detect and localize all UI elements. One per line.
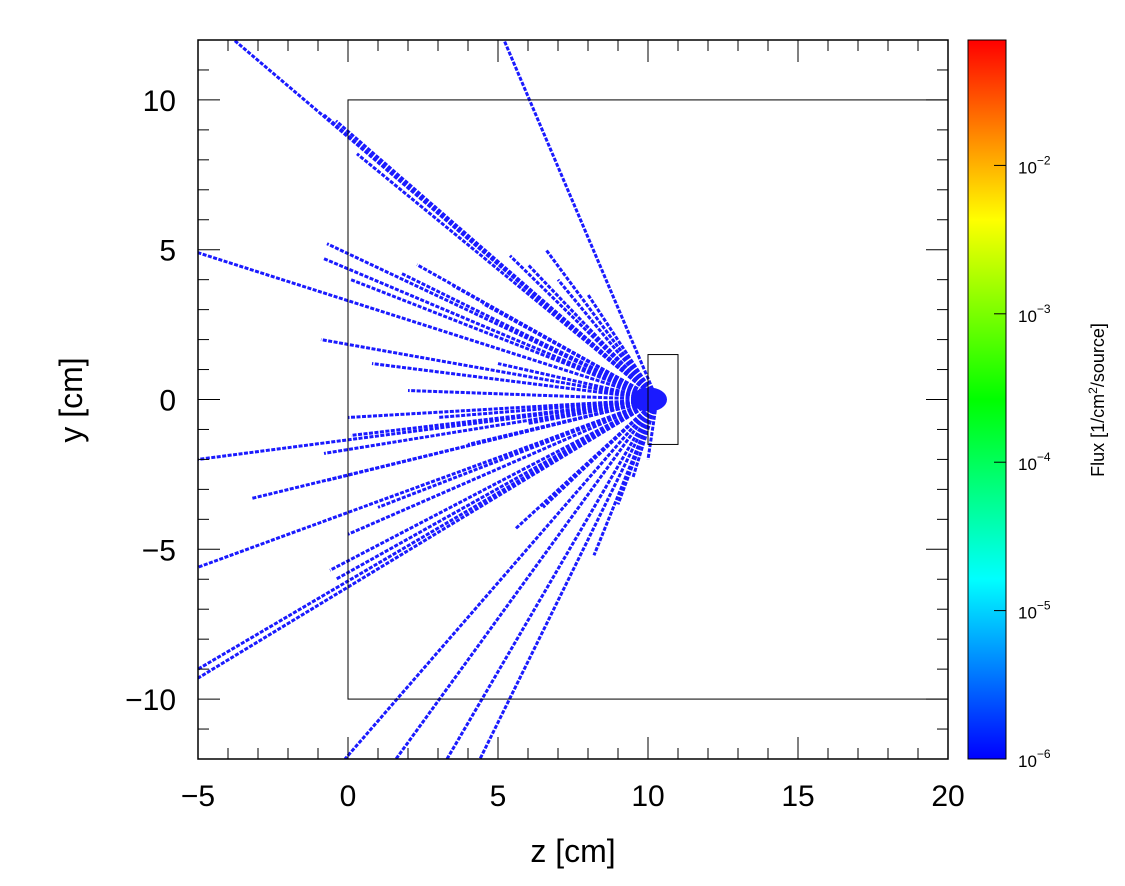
x-tick-label-0: −5	[181, 780, 215, 813]
colorbar-tick-label-4: 10−2	[1018, 153, 1051, 177]
colorbar-title-sup: 2	[1086, 387, 1100, 394]
track-28	[335, 398, 658, 581]
x-tick-label-4: 15	[781, 780, 814, 813]
track-17	[586, 293, 659, 401]
colorbar-gradient	[967, 39, 1007, 760]
track-1	[198, 251, 658, 401]
y-tick-label-1: −5	[142, 534, 176, 567]
track-29	[347, 398, 658, 536]
colorbar-tick-label-1: 10−5	[1018, 599, 1051, 623]
x-tick-label-1: 0	[340, 780, 357, 813]
track-4	[356, 152, 658, 401]
track-40	[646, 399, 659, 460]
track-44	[497, 362, 658, 401]
y-axis-title: y [cm]	[53, 357, 89, 442]
y-tick-label-3: 5	[159, 235, 176, 268]
track-39	[631, 399, 659, 478]
y-tick-label-4: 10	[143, 85, 176, 118]
track-8	[320, 338, 658, 401]
y-tick-label-0: −10	[125, 684, 176, 717]
track-15	[526, 263, 659, 401]
track-20	[350, 398, 658, 437]
track-27	[198, 398, 658, 671]
track-36	[541, 398, 659, 509]
x-tick-label-2: 5	[490, 780, 507, 813]
x-axis-ticks: −5 0 5 10 15 20	[181, 40, 965, 813]
colorbar: 10−6 10−5 10−4 10−3 10−2	[967, 39, 1051, 771]
track-48	[401, 272, 658, 401]
colorbar-title-suffix: /source]	[1088, 323, 1108, 387]
track-24	[198, 398, 658, 569]
colorbar-title-prefix: Flux [1/cm	[1088, 394, 1108, 477]
detector-box	[647, 354, 679, 445]
outer-box	[347, 99, 948, 700]
track-49	[544, 248, 659, 401]
geometry-outlines	[347, 99, 948, 700]
colorbar-tick-label-2: 10−4	[1018, 450, 1051, 474]
y-tick-label-2: 0	[159, 385, 176, 418]
colorbar-tick-label-3: 10−3	[1018, 302, 1051, 326]
x-axis-title: z [cm]	[530, 833, 615, 869]
source-blob	[631, 387, 667, 412]
x-tick-label-3: 10	[631, 780, 664, 813]
y-axis-ticks: −10 −5 0 5 10	[125, 39, 948, 760]
track-30	[377, 398, 658, 509]
track-35	[514, 398, 659, 530]
track-9	[371, 362, 658, 401]
track-47	[437, 398, 658, 419]
track-43	[407, 389, 658, 401]
track-25	[329, 398, 658, 572]
track-41	[467, 398, 658, 446]
colorbar-title: Flux [1/cm2/source]	[1086, 323, 1108, 477]
x-tick-label-5: 20	[931, 780, 964, 813]
colorbar-tick-label-0: 10−6	[1018, 747, 1051, 771]
track-3	[335, 119, 658, 401]
